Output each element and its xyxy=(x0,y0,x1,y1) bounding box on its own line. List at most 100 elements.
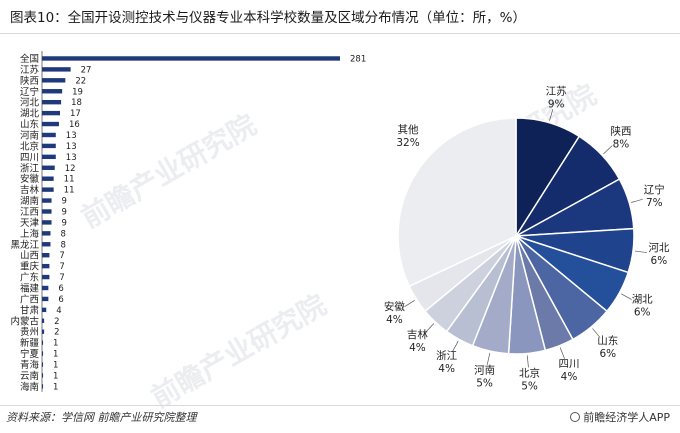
pie-leader-line xyxy=(425,323,435,333)
pie-leader-line xyxy=(559,347,565,359)
bar-value-label: 1 xyxy=(53,382,58,392)
bar xyxy=(42,318,45,323)
top-divider xyxy=(0,33,680,34)
bar-value-label: 18 xyxy=(71,98,82,108)
pie-slice-label: 其他 xyxy=(398,123,419,136)
brand-mark: 前瞻经济学人APP xyxy=(570,409,670,425)
bar-value-label: 11 xyxy=(64,186,75,196)
bar xyxy=(42,110,61,116)
bar-value-label: 7 xyxy=(59,251,64,261)
pie-slice-value: 7% xyxy=(646,197,663,209)
bar-value-label: 7 xyxy=(59,273,64,283)
bar-category-label: 内蒙古 xyxy=(10,315,39,327)
bar-category-label: 青海 xyxy=(20,359,40,371)
bar-value-label: 2 xyxy=(54,328,59,338)
bar xyxy=(42,351,44,356)
bar-value-label: 281 xyxy=(350,54,366,64)
bar-category-label: 湖南 xyxy=(20,195,39,207)
bar-category-label: 山东 xyxy=(20,119,39,131)
pie-slice-label: 河北 xyxy=(648,242,669,254)
pie-leader-line xyxy=(592,328,601,338)
pie-slice-label: 浙江 xyxy=(436,350,457,362)
pie-chart: 江苏9%陕西8%辽宁7%河北6%湖北6%山东6%四川4%北京5%河南5%浙江4%… xyxy=(384,85,670,393)
bar-category-label: 广东 xyxy=(20,272,39,284)
bar-value-label: 6 xyxy=(58,284,63,294)
bar xyxy=(42,67,71,72)
pie-slice-value: 6% xyxy=(651,255,668,267)
bar xyxy=(42,89,63,94)
pie-slice-label: 山东 xyxy=(597,334,618,347)
pie-slice-label: 四川 xyxy=(559,358,580,370)
bar xyxy=(42,121,59,127)
bar-value-label: 12 xyxy=(65,164,76,174)
pie-leader-line xyxy=(526,355,529,368)
bar-category-label: 海南 xyxy=(20,381,39,393)
bar-value-label: 4 xyxy=(56,306,61,316)
bar-category-label: 重庆 xyxy=(20,261,40,273)
bar-category-label: 广西 xyxy=(20,293,39,305)
bar xyxy=(42,373,44,378)
pie-leader-line xyxy=(620,293,632,300)
bar-category-label: 浙江 xyxy=(20,162,40,174)
bar xyxy=(42,362,44,367)
bar-value-label: 1 xyxy=(53,361,58,371)
bar xyxy=(42,242,51,247)
bottom-divider xyxy=(0,405,680,406)
pie-slice-value: 9% xyxy=(548,99,565,111)
bar-category-label: 河北 xyxy=(20,97,40,109)
bar-category-label: 福建 xyxy=(20,282,40,294)
pie-slice-value: 5% xyxy=(476,378,493,390)
bar-category-label: 辽宁 xyxy=(20,86,39,98)
bar-value-label: 8 xyxy=(60,229,65,239)
bar xyxy=(42,285,49,291)
bar-category-label: 江西 xyxy=(20,207,39,218)
bar xyxy=(42,274,50,280)
bar-value-label: 13 xyxy=(66,131,77,141)
bar xyxy=(42,263,50,269)
bar xyxy=(42,176,54,181)
pie-slice-label: 北京 xyxy=(519,366,540,379)
bar-category-label: 甘肃 xyxy=(20,304,39,316)
bar xyxy=(42,78,66,83)
bar-value-label: 1 xyxy=(53,339,58,349)
bar-value-label: 6 xyxy=(58,295,63,305)
bar xyxy=(42,143,56,149)
bar-category-label: 新疆 xyxy=(20,337,40,349)
bar xyxy=(42,296,49,302)
brand-logo-icon xyxy=(570,412,581,422)
pie-slice-label: 湖北 xyxy=(632,293,653,305)
bar-category-label: 黑龙江 xyxy=(10,239,39,251)
bar-value-label: 11 xyxy=(64,175,75,185)
bar xyxy=(42,154,56,160)
bar-value-label: 27 xyxy=(81,65,92,75)
bar-value-label: 13 xyxy=(66,153,77,163)
pie-slice-value: 32% xyxy=(396,137,419,149)
bar xyxy=(42,384,44,389)
pie-slice-value: 4% xyxy=(386,314,403,326)
pie-slice-value: 4% xyxy=(438,363,455,375)
bar-value-label: 13 xyxy=(66,142,77,152)
pie-slice-value: 6% xyxy=(634,306,651,318)
bar-value-label: 22 xyxy=(75,76,86,86)
bar-category-label: 上海 xyxy=(20,228,40,240)
bar-category-label: 湖北 xyxy=(20,109,40,120)
bar xyxy=(42,253,50,258)
pie-leader-line xyxy=(549,109,554,121)
pie-slice-value: 5% xyxy=(521,380,538,392)
bar-value-label: 19 xyxy=(72,87,83,97)
pie-leader-line xyxy=(603,145,613,155)
pie-leader-line xyxy=(486,353,491,365)
bar xyxy=(42,209,52,214)
pie-slice-label: 陕西 xyxy=(610,124,631,137)
pie-slice-label: 河南 xyxy=(474,364,495,377)
bar xyxy=(42,329,45,334)
pie-slice xyxy=(397,117,517,288)
bar-value-label: 9 xyxy=(62,197,67,207)
source-note: 资料来源：学信网 前瞻产业研究院整理 xyxy=(6,411,197,424)
bar-value-label: 17 xyxy=(70,109,81,119)
bar-category-label: 天津 xyxy=(20,218,40,229)
bar xyxy=(42,132,56,138)
pie-slice-label: 江苏 xyxy=(546,85,567,98)
